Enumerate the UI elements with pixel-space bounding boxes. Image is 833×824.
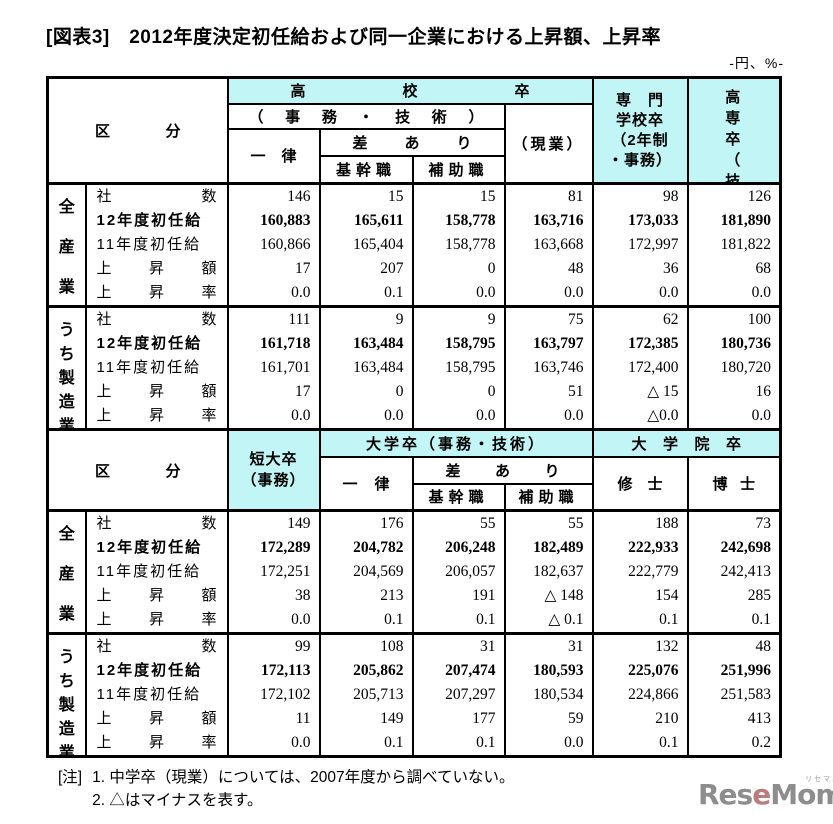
data-cell: 31 180,593 180,534 59 0.0	[503, 632, 594, 758]
header-vocational-school: 専 門 学校卒 （2年制 ・事務）	[591, 76, 689, 185]
data-cell: 15 165,611 165,404 207 0.1	[318, 182, 414, 308]
data-cell: 75 163,797 163,746 51 0.0	[503, 305, 594, 431]
data-cell: 176 204,782 204,569 213 0.1	[318, 509, 414, 635]
header-kubun-2: 区分	[46, 428, 229, 512]
data-cell: 132 225,076 224,866 210 0.1	[591, 632, 689, 758]
data-cell: 100 180,736 180,720 16 0.0	[686, 305, 782, 431]
figure-title: [図表3] 2012年度決定初任給および同一企業における上昇額、上昇率	[46, 27, 661, 48]
footnote-tag: [注]	[58, 769, 83, 786]
header-junior-college: 短大卒 （事務）	[226, 428, 321, 512]
data-cell: 126 181,890 181,822 68 0.0	[686, 182, 782, 308]
data-cell: 188 222,933 222,779 154 0.1	[591, 509, 689, 635]
header-differentiated-2: 差あり	[411, 455, 594, 485]
data-cell: 31 207,474 207,297 177 0.1	[411, 632, 506, 758]
header-core-staff-2: 基幹職	[411, 482, 506, 512]
header-doctorate: 博士	[686, 455, 782, 512]
data-cell: 15 158,778 158,778 0 0.0	[411, 182, 506, 308]
header-kosen: 高専卒 （技術）	[686, 76, 782, 185]
group-label-manufacturing-2: うち製造業	[46, 632, 87, 758]
logo-text-pre: Res	[698, 778, 753, 811]
row-labels-3: 社数 12年度初任給 11年度初任給 上昇額 上昇率	[84, 509, 229, 635]
data-cell: 111 161,718 161,701 17 0.0	[226, 305, 321, 431]
header-clerical-technical: （事務・技術）	[226, 102, 506, 130]
data-cell: 62 172,385 172,400 △ 15 △0.0	[591, 305, 689, 431]
data-cell: 108 205,862 205,713 149 0.1	[318, 632, 414, 758]
header-highschool: 高校卒	[226, 76, 594, 105]
data-cell: 99 172,113 172,102 11 0.0	[226, 632, 321, 758]
group-label-manufacturing-1: うち製造業	[46, 305, 87, 431]
data-cell: 55 182,489 182,637 △ 148 △ 0.1	[503, 509, 594, 635]
header-kubun-1: 区分	[46, 76, 229, 185]
header-graduate-school: 大学院卒	[591, 428, 782, 458]
header-uniform-2: 一律	[318, 455, 414, 512]
data-cell: 81 163,716 163,668 48 0.0	[503, 182, 594, 308]
footnote-lines: 1. 中学卒（現業）については、2007年度から調べていない。 2. △はマイナ…	[92, 766, 514, 812]
header-differentiated-1: 差あり	[318, 127, 506, 157]
footnotes: [注] 1. 中学卒（現業）については、2007年度から調べていない。 2. △…	[58, 766, 514, 812]
header-support-staff-1: 補助職	[411, 154, 506, 185]
group-label-all-industries-1: 全産業	[46, 182, 87, 308]
logo-kana-label: リセマム	[805, 775, 833, 783]
header-core-staff-1: 基幹職	[318, 154, 414, 185]
group-label-all-industries-2: 全産業	[46, 509, 87, 635]
logo-text-post: Mom	[770, 778, 833, 811]
data-cell: 48 251,996 251,583 413 0.2	[686, 632, 782, 758]
salary-table: 区分 高校卒 専 門 学校卒 （2年制 ・事務） 高専卒 （技術） （事務・技術…	[46, 76, 782, 758]
data-cell: 9 158,795 158,795 0 0.0	[411, 305, 506, 431]
logo-accent-letter: e	[752, 778, 771, 811]
header-uniform-1: 一律	[226, 127, 321, 185]
data-cell: 146 160,883 160,866 17 0.0	[226, 182, 321, 308]
data-cell: 149 172,289 172,251 38 0.0	[226, 509, 321, 635]
header-production: （現業）	[503, 102, 594, 185]
data-cell: 9 163,484 163,484 0 0.0	[318, 305, 414, 431]
header-university: 大学卒（事務・技術）	[318, 428, 594, 458]
header-support-staff-2: 補助職	[503, 482, 594, 512]
row-labels-2: 社数 12年度初任給 11年度初任給 上昇額 上昇率	[84, 305, 229, 431]
footnote-1: 1. 中学卒（現業）については、2007年度から調べていない。	[92, 769, 515, 786]
data-cell: 73 242,698 242,413 285 0.1	[686, 509, 782, 635]
row-labels-4: 社数 12年度初任給 11年度初任給 上昇額 上昇率	[84, 632, 229, 758]
data-cell: 98 173,033 172,997 36 0.0	[591, 182, 689, 308]
unit-note: -円、%-	[729, 55, 784, 71]
resemom-logo: リセマムReseMom.	[698, 775, 833, 811]
data-cell: 55 206,248 206,057 191 0.1	[411, 509, 506, 635]
footnote-2: 2. △はマイナスを表す。	[92, 792, 263, 809]
row-labels-1: 社数 12年度初任給 11年度初任給 上昇額 上昇率	[84, 182, 229, 308]
header-masters: 修士	[591, 455, 689, 512]
